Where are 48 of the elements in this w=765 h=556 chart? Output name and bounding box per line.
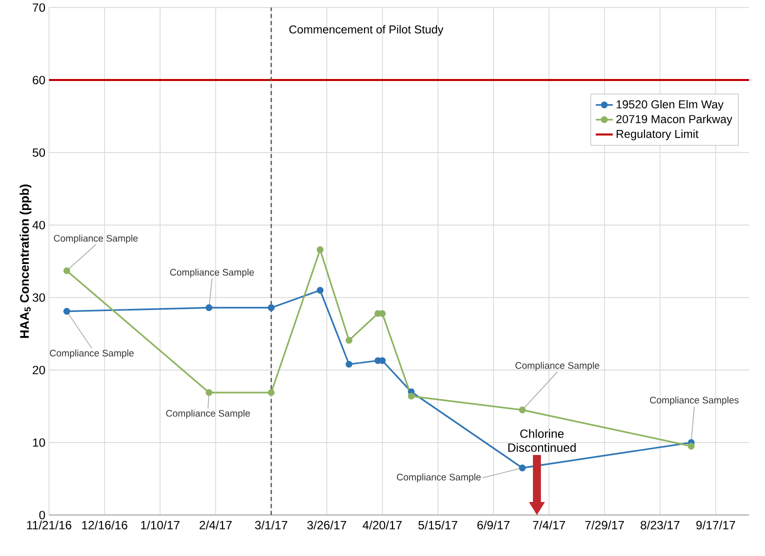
point	[63, 308, 70, 315]
point	[316, 286, 324, 294]
annotation: Compliance Sample	[515, 362, 600, 371]
x-tick-label: 7/4/17	[533, 520, 566, 530]
annotation: Compliance Samples	[650, 396, 739, 406]
x-tick-label: 11/21/16	[27, 520, 72, 530]
x-tick-label: 5/15/17	[418, 520, 458, 530]
y-axis-title: HAA$_{5}$ Concentration (ppb)	[20, 184, 32, 338]
ref-line-label: Commencement of Pilot Study	[289, 25, 444, 36]
x-tick-label: 2/4/17	[200, 520, 232, 530]
point	[268, 304, 275, 312]
y-tick-label: 30	[32, 293, 46, 302]
point	[206, 389, 212, 396]
y-tick-label: 70	[32, 3, 46, 12]
annotation: Compliance Sample	[54, 234, 138, 244]
annotation: Compliance Sample	[166, 410, 250, 419]
legend-label: Regulatory Limit	[616, 130, 698, 140]
point	[346, 336, 352, 344]
point	[63, 267, 70, 274]
point	[518, 464, 526, 472]
point	[268, 389, 275, 396]
point	[688, 442, 695, 450]
annotation: Compliance Sample	[50, 350, 134, 358]
y-tick-label: 20	[32, 366, 46, 374]
y-tick-label: 40	[32, 220, 46, 230]
annotation: Compliance Sample	[396, 473, 481, 482]
x-tick-label: 8/23/17	[640, 520, 680, 530]
x-tick-label: 3/1/17	[255, 520, 288, 530]
x-tick-label: 12/16/16	[82, 520, 128, 530]
x-tick-label: 4/20/17	[362, 520, 402, 530]
legend-label: 20719 Macon Parkway	[616, 114, 732, 126]
x-tick-label: 1/10/17	[141, 520, 180, 530]
x-tick-label: 3/26/17	[307, 520, 346, 530]
point	[518, 406, 526, 414]
point	[408, 392, 415, 400]
point	[206, 304, 212, 312]
y-tick-label: 0	[39, 510, 46, 520]
x-tick-label: 7/29/17	[585, 520, 624, 530]
annotation: Compliance Sample	[170, 268, 254, 278]
x-tick-label: 9/17/17	[696, 520, 736, 530]
point	[346, 360, 352, 368]
y-tick-label: 60	[32, 76, 46, 84]
annotation: Chlorine Discontinued	[508, 429, 576, 452]
x-tick-label: 6/9/17	[477, 520, 510, 530]
y-tick-label: 10	[33, 438, 46, 447]
point	[316, 246, 324, 254]
y-tick-label: 50	[32, 148, 46, 157]
legend-label: 19520 Glen Elm Way	[616, 100, 724, 111]
